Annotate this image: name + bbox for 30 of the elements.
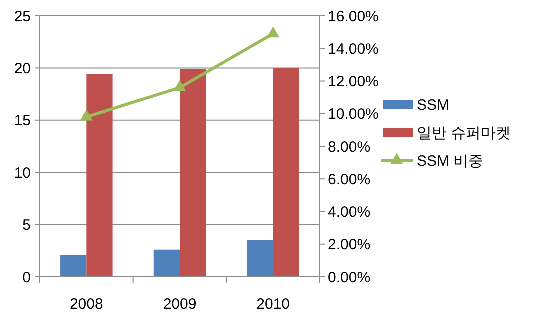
legend-label: 일반 슈퍼마켓 [417,124,512,142]
y2-tick-label: 14.00% [328,40,379,58]
x-tick-label: 2010 [256,296,290,313]
bar [86,74,113,277]
y2-tick-label: 0.00% [328,269,371,286]
bar [247,240,274,277]
legend-label: SSM 비중 [417,152,484,170]
x-tick-label: 2009 [163,296,197,313]
y-tick-label: 20 [14,60,31,78]
y2-tick-label: 10.00% [328,106,379,124]
y-tick-label: 10 [14,164,31,182]
y2-tick-label: 4.00% [328,204,371,221]
bar [154,250,180,277]
y2-tick-label: 8.00% [328,138,371,156]
point [266,26,280,38]
y2-tick-label: 6.00% [328,171,371,188]
y-tick-label: 0 [22,269,31,286]
bar [273,68,300,277]
bar [60,255,87,277]
x-tick-label: 2008 [70,296,104,313]
bar [180,69,206,277]
y-tick-label: 15 [14,112,31,130]
y-tick-label: 5 [22,217,31,234]
point [174,80,186,92]
point [80,110,94,121]
y2-tick-label: 12.00% [328,74,379,90]
y-tick-label: 25 [14,8,31,26]
y2-tick-label: 16.00% [328,8,379,26]
y2-tick-label: 2.00% [328,236,371,254]
legend-label: SSM [417,96,450,114]
